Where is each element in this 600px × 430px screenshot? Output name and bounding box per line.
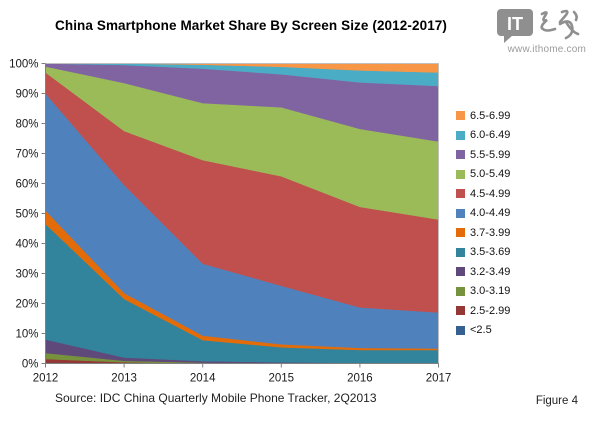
legend-swatch-icon <box>456 247 465 257</box>
legend-label: 5.0-5.49 <box>470 168 511 181</box>
figure-label: Figure 4 <box>535 395 578 407</box>
legend-item: 5.0-5.49 <box>456 165 510 185</box>
legend-item: 2.5-2.99 <box>456 301 510 321</box>
legend-item: 3.2-3.49 <box>456 262 510 282</box>
x-axis-tick-label: 2015 <box>269 373 295 385</box>
x-axis-tick-label: 2012 <box>33 373 59 385</box>
logo-calligraphy-icon <box>540 9 580 40</box>
legend-swatch-icon <box>456 325 465 335</box>
legend-label: 3.0-3.19 <box>470 285 511 298</box>
chart-legend: 6.5-6.99 6.0-6.49 5.5-5.99 5.0-5.49 4.5-4.99… <box>456 106 510 340</box>
legend-label: 4.0-4.49 <box>470 207 511 220</box>
legend-item: 5.5-5.99 <box>456 145 510 165</box>
x-axis-tick-label: 2013 <box>111 373 137 385</box>
y-axis-tick-label: 70% <box>15 149 38 161</box>
y-axis-tick-label: 80% <box>15 119 38 131</box>
logo-website: www.ithome.com <box>507 44 586 55</box>
legend-label: 4.5-4.99 <box>470 187 511 200</box>
legend-label: 3.7-3.99 <box>470 226 511 239</box>
legend-item: 3.5-3.69 <box>456 243 510 263</box>
legend-swatch-icon <box>456 111 465 121</box>
legend-swatch-icon <box>456 130 465 140</box>
y-axis-tick-label: 100% <box>9 59 38 71</box>
chart-title: China Smartphone Market Share By Screen … <box>55 18 448 33</box>
y-axis-tick-label: 10% <box>15 329 38 341</box>
legend-item: 6.0-6.49 <box>456 126 510 146</box>
legend-swatch-icon <box>456 150 465 160</box>
legend-item: 4.5-4.99 <box>456 184 510 204</box>
y-axis-tick-label: 0% <box>22 359 39 371</box>
legend-swatch-icon <box>456 189 465 199</box>
logo-text: IT <box>507 14 523 34</box>
legend-item: 6.5-6.99 <box>456 106 510 126</box>
x-axis-tick-label: 2017 <box>426 373 452 385</box>
source-note: Source: IDC China Quarterly Mobile Phone… <box>55 391 377 405</box>
legend-label: 6.5-6.99 <box>470 109 511 122</box>
y-axis-tick-label: 90% <box>15 89 38 101</box>
y-axis-tick-label: 40% <box>15 239 38 251</box>
y-axis-tick-label: 50% <box>15 209 38 221</box>
legend-swatch-icon <box>456 267 465 277</box>
y-axis-tick-label: 20% <box>15 299 38 311</box>
legend-swatch-icon <box>456 286 465 296</box>
legend-swatch-icon <box>456 169 465 179</box>
legend-label: <2.5 <box>470 324 492 337</box>
legend-item: 4.0-4.49 <box>456 204 510 224</box>
legend-swatch-icon <box>456 208 465 218</box>
y-axis-tick-label: 30% <box>15 269 38 281</box>
legend-item: 3.7-3.99 <box>456 223 510 243</box>
legend-swatch-icon <box>456 228 465 238</box>
legend-item: 3.0-3.19 <box>456 282 510 302</box>
legend-label: 2.5-2.99 <box>470 304 511 317</box>
x-axis-tick-label: 2014 <box>190 373 216 385</box>
legend-swatch-icon <box>456 306 465 316</box>
legend-item: <2.5 <box>456 321 510 341</box>
legend-label: 3.5-3.69 <box>470 246 511 259</box>
ithome-logo-icon: IT <box>497 9 580 43</box>
x-axis-tick-label: 2016 <box>347 373 373 385</box>
legend-label: 6.0-6.49 <box>470 129 511 142</box>
legend-label: 3.2-3.49 <box>470 265 511 278</box>
legend-label: 5.5-5.99 <box>470 148 511 161</box>
y-axis-tick-label: 60% <box>15 179 38 191</box>
